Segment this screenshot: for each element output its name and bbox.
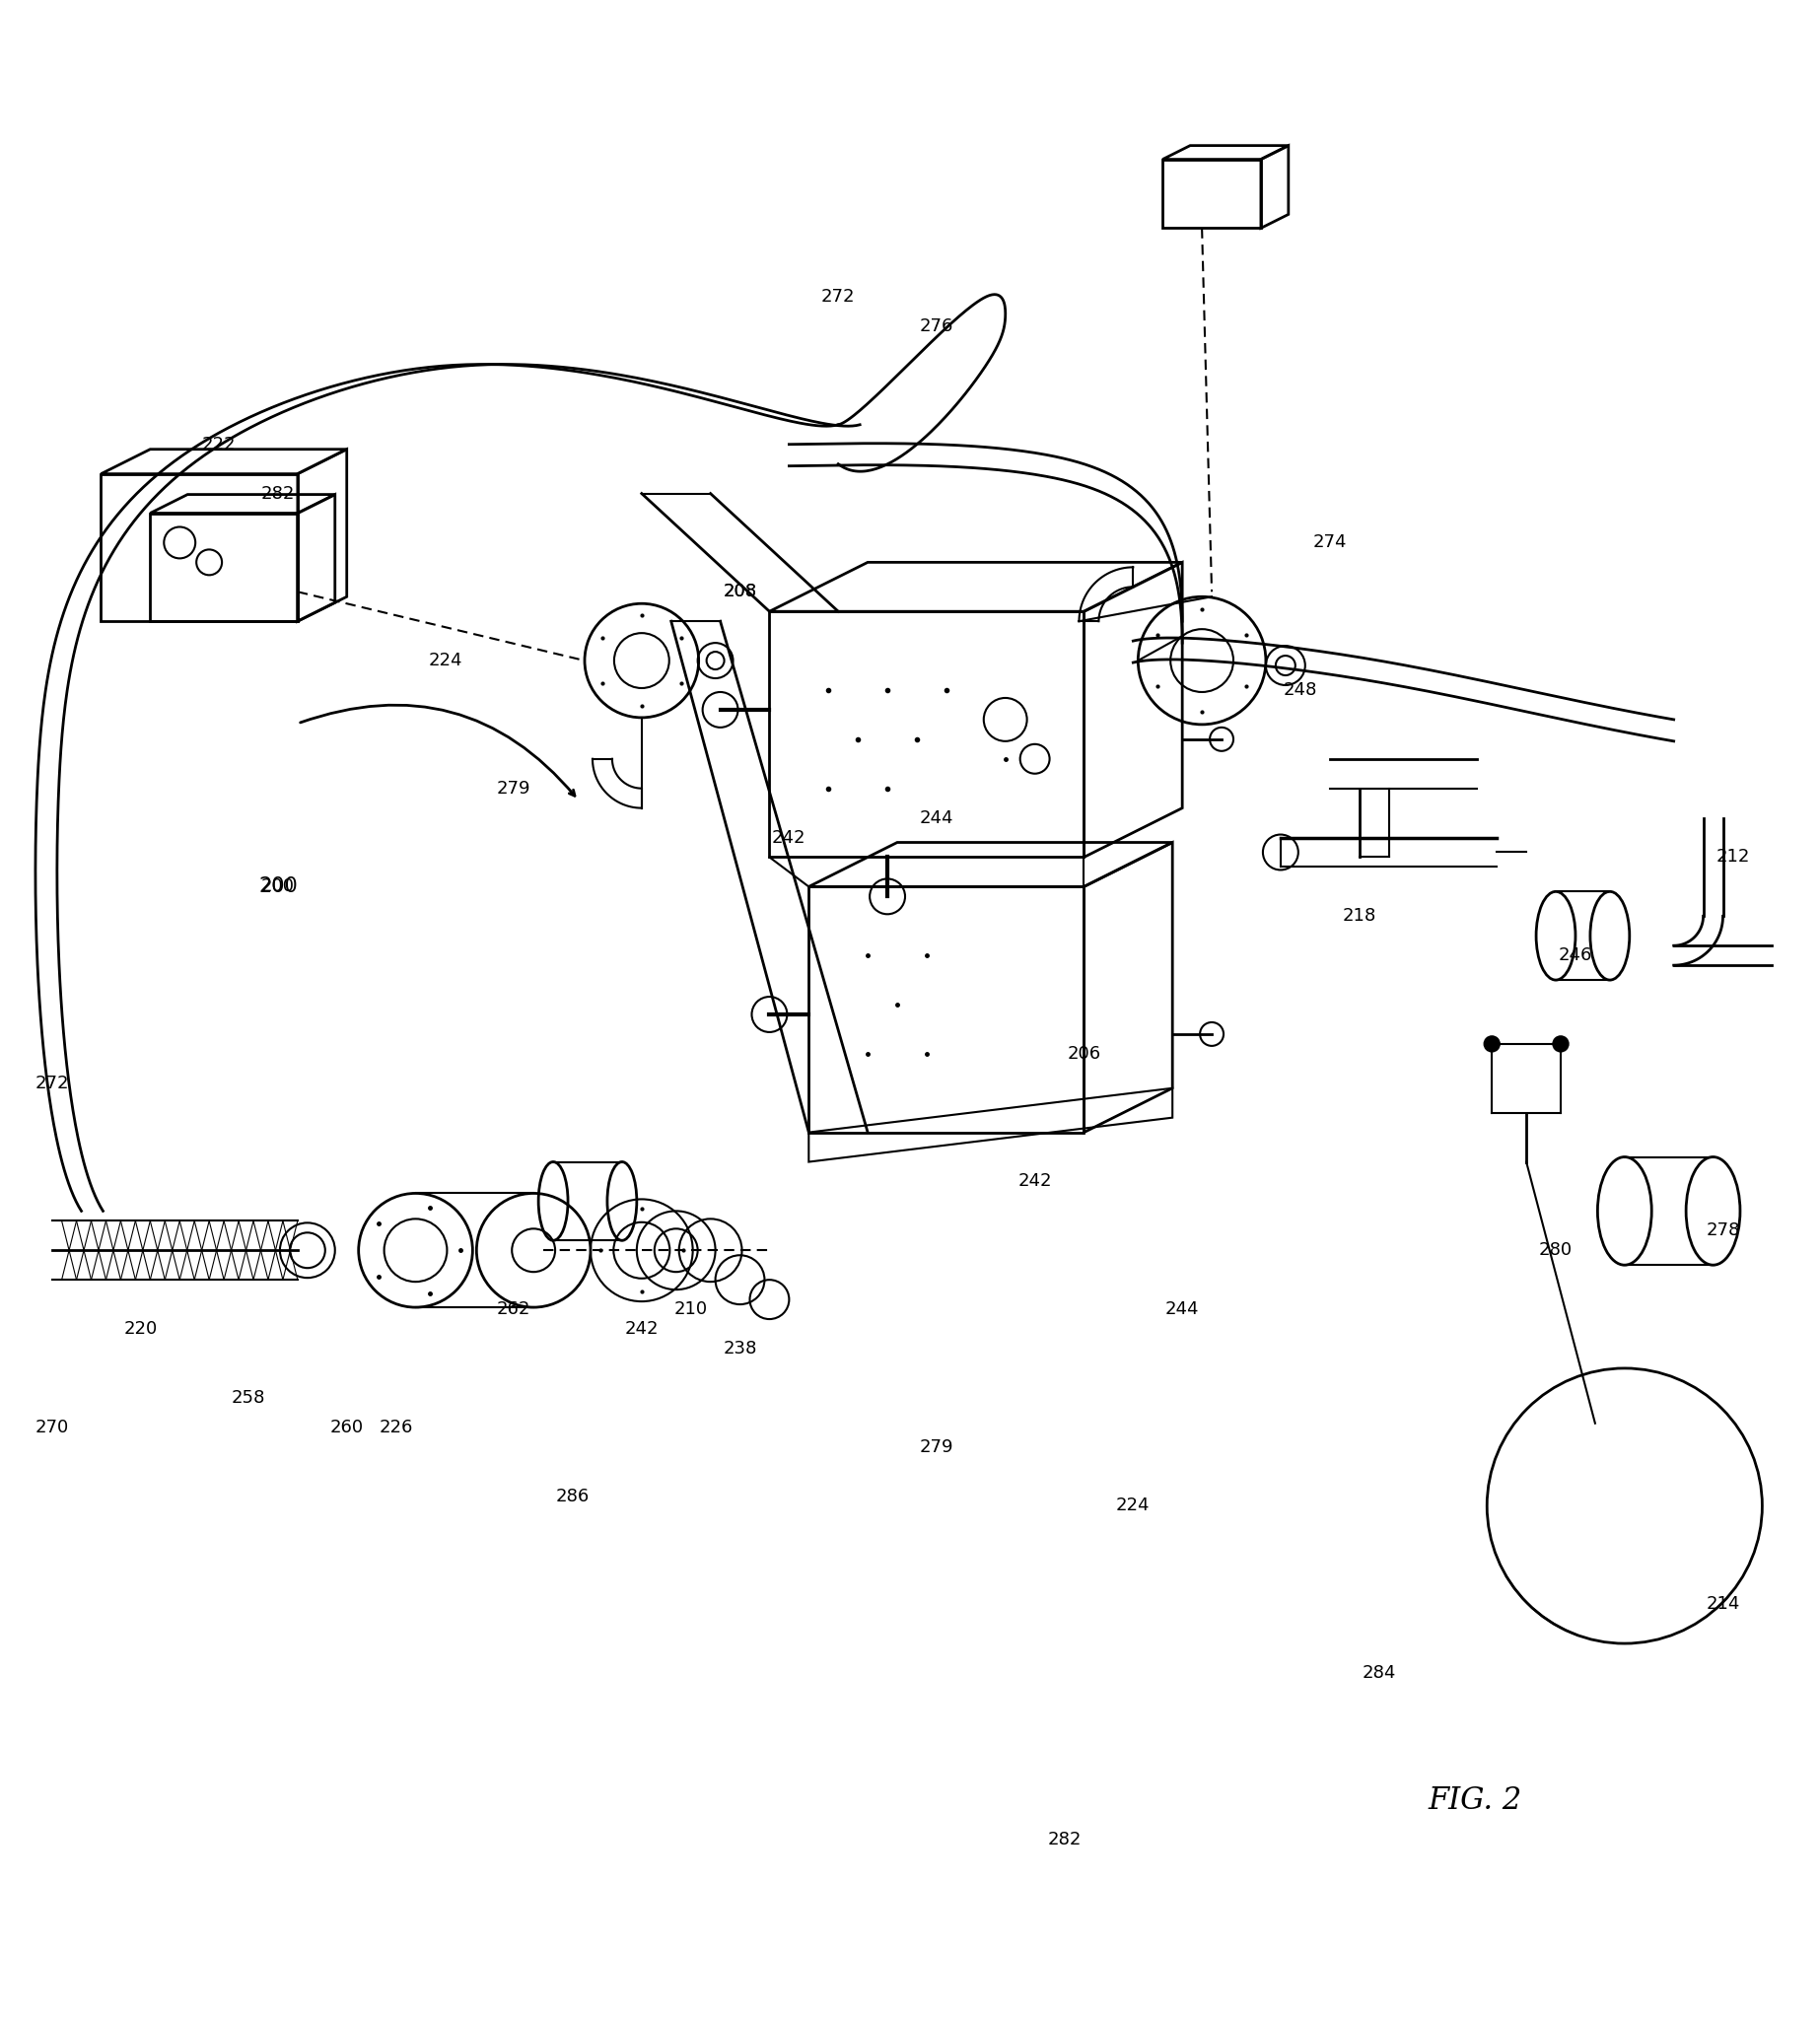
Text: 206: 206: [1067, 1044, 1101, 1063]
Text: 242: 242: [772, 828, 806, 846]
Text: 282: 282: [1046, 1832, 1081, 1848]
Text: 244: 244: [919, 808, 954, 826]
Text: 242: 242: [624, 1321, 659, 1337]
Text: 220: 220: [124, 1321, 157, 1337]
Text: 224: 224: [1116, 1497, 1150, 1515]
Text: 246: 246: [1558, 947, 1592, 964]
Text: 258: 258: [231, 1390, 266, 1406]
Text: 238: 238: [723, 1339, 757, 1357]
Text: 200: 200: [258, 877, 297, 897]
Text: 274: 274: [1312, 533, 1347, 551]
Text: 280: 280: [1540, 1242, 1572, 1258]
Text: 214: 214: [1705, 1596, 1740, 1614]
Text: 244: 244: [1165, 1301, 1199, 1319]
Text: 208: 208: [723, 584, 757, 600]
Text: 286: 286: [555, 1487, 590, 1505]
Text: 226: 226: [379, 1418, 413, 1436]
Text: 276: 276: [919, 317, 954, 335]
Text: 272: 272: [821, 289, 855, 305]
Circle shape: [1552, 1036, 1569, 1052]
Text: 279: 279: [919, 1438, 954, 1456]
Text: 270: 270: [35, 1418, 69, 1436]
Text: 248: 248: [1283, 681, 1318, 699]
Text: 210: 210: [673, 1301, 708, 1319]
Text: 284: 284: [1361, 1664, 1396, 1683]
Text: 260: 260: [329, 1418, 364, 1436]
Circle shape: [1483, 1036, 1500, 1052]
Text: 262: 262: [497, 1301, 531, 1319]
Text: 200: 200: [262, 879, 295, 895]
Text: 272: 272: [35, 1075, 69, 1093]
Text: 279: 279: [497, 780, 531, 798]
Text: FIG. 2: FIG. 2: [1429, 1786, 1522, 1816]
Text: 212: 212: [1716, 848, 1749, 867]
Text: 242: 242: [1017, 1174, 1052, 1190]
Text: 218: 218: [1343, 907, 1376, 925]
Text: 224: 224: [428, 652, 462, 669]
Text: 222: 222: [202, 436, 237, 452]
Text: 278: 278: [1705, 1222, 1740, 1240]
Text: 208: 208: [723, 584, 757, 600]
Text: 282: 282: [260, 485, 295, 503]
